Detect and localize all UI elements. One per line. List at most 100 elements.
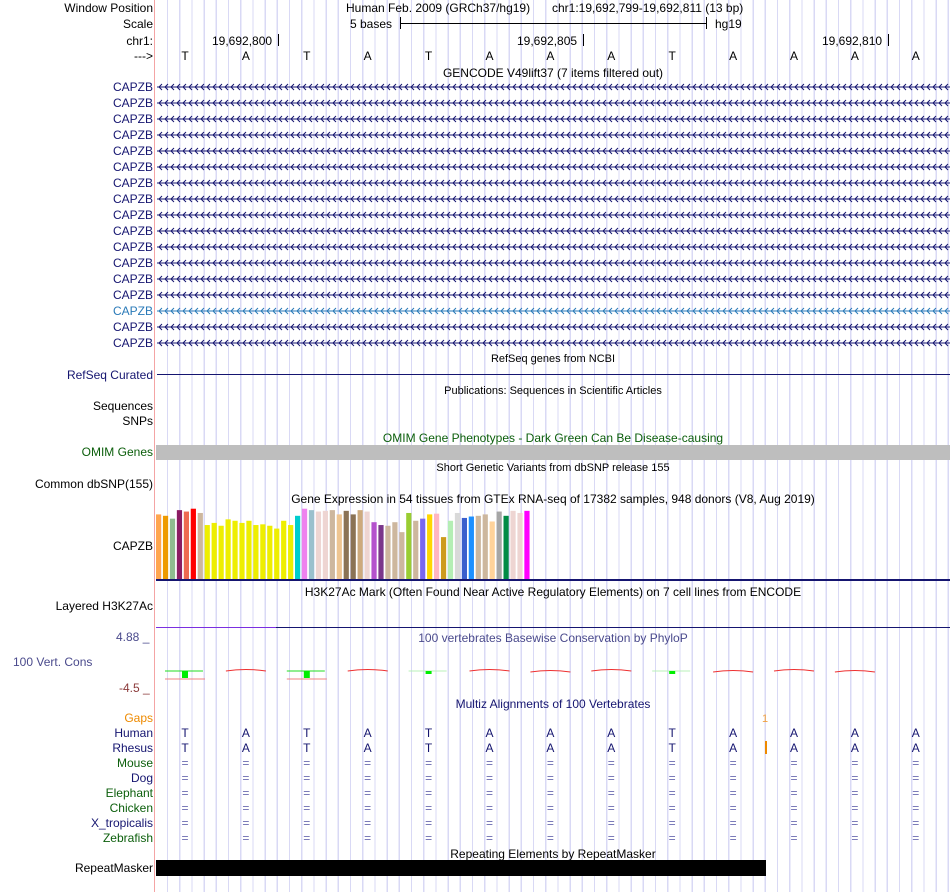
gencode-transcript[interactable] <box>156 162 950 172</box>
omim-title[interactable]: OMIM Gene Phenotypes - Dark Green Can Be… <box>382 431 724 445</box>
gaps-label[interactable]: Gaps <box>124 711 153 725</box>
phylop-max-label: 4.88 _ <box>116 630 150 644</box>
refseq-label[interactable]: RefSeq Curated <box>66 368 153 382</box>
gencode-title[interactable]: GENCODE V49lift37 (7 items filtered out) <box>442 66 664 80</box>
gencode-transcript[interactable] <box>156 338 950 348</box>
strand-label: ---> <box>134 49 153 63</box>
gencode-gene-label[interactable]: CAPZB <box>112 176 153 190</box>
gencode-transcript[interactable] <box>156 210 950 220</box>
species-label[interactable]: Mouse <box>116 756 153 770</box>
aligned-base: = <box>729 786 737 800</box>
aligned-base: A <box>363 726 372 740</box>
gencode-gene-label[interactable]: CAPZB <box>112 320 153 334</box>
gencode-transcript[interactable] <box>156 98 950 108</box>
aligned-base: = <box>607 816 615 830</box>
gencode-gene-label[interactable]: CAPZB <box>112 304 153 318</box>
aligned-base: = <box>546 771 554 785</box>
strand-arrows <box>157 99 950 107</box>
rhesus-gap-marker <box>765 741 767 754</box>
gencode-gene-label[interactable]: CAPZB <box>112 224 153 238</box>
species-label[interactable]: Elephant <box>105 786 153 800</box>
refseq-gene-line[interactable] <box>157 374 950 375</box>
base-letter: A <box>485 49 494 63</box>
aligned-base: = <box>181 801 189 815</box>
strand-arrows <box>157 115 950 123</box>
repeatmasker-label[interactable]: RepeatMasker <box>74 861 153 875</box>
gencode-transcript[interactable] <box>156 194 950 204</box>
aligned-base: = <box>485 786 493 800</box>
aligned-base: = <box>364 831 372 845</box>
aligned-base: = <box>364 756 372 770</box>
scale-label: Scale <box>122 17 153 31</box>
publications-label-snps[interactable]: SNPs <box>122 414 153 428</box>
aligned-base: A <box>546 726 555 740</box>
gencode-transcript[interactable] <box>156 82 950 92</box>
gencode-gene-label[interactable]: CAPZB <box>112 288 153 302</box>
gencode-gene-label[interactable]: CAPZB <box>112 336 153 350</box>
gencode-gene-label[interactable]: CAPZB <box>112 256 153 270</box>
omim-gene-bar[interactable] <box>156 445 950 460</box>
aligned-base: = <box>790 801 798 815</box>
gencode-transcript[interactable] <box>156 258 950 268</box>
gencode-gene-label[interactable]: CAPZB <box>112 112 153 126</box>
gencode-transcript[interactable] <box>156 274 950 284</box>
species-label[interactable]: Zebrafish <box>102 831 153 845</box>
publications-label-sequences[interactable]: Sequences <box>92 399 153 413</box>
gencode-gene-label[interactable]: CAPZB <box>112 144 153 158</box>
gencode-gene-label[interactable]: CAPZB <box>112 192 153 206</box>
strand-arrows <box>157 195 950 203</box>
gencode-transcript[interactable] <box>156 322 950 332</box>
gencode-transcript[interactable] <box>156 306 950 316</box>
phylop-min-label: -4.5 _ <box>119 681 150 695</box>
gencode-gene-label[interactable]: CAPZB <box>112 208 153 222</box>
species-label[interactable]: Rhesus <box>112 741 153 755</box>
gencode-transcript[interactable] <box>156 242 950 252</box>
aligned-base: = <box>425 771 433 785</box>
gtex-title[interactable]: Gene Expression in 54 tissues from GTEx … <box>291 492 815 506</box>
multiz-title[interactable]: Multiz Alignments of 100 Vertebrates <box>455 697 651 711</box>
dbsnp-title[interactable]: Short Genetic Variants from dbSNP releas… <box>436 462 670 474</box>
gencode-gene-label[interactable]: CAPZB <box>112 160 153 174</box>
gencode-gene-label[interactable]: CAPZB <box>112 128 153 142</box>
aligned-base: = <box>729 771 737 785</box>
aligned-base: = <box>242 786 250 800</box>
aligned-base: = <box>912 786 920 800</box>
gencode-transcript[interactable] <box>156 178 950 188</box>
base-letter: A <box>729 49 738 63</box>
aligned-base: = <box>546 816 554 830</box>
repeatmasker-title[interactable]: Repeating Elements by RepeatMasker <box>450 847 656 861</box>
aligned-base: A <box>850 726 859 740</box>
aligned-base: = <box>242 756 250 770</box>
dbsnp-label[interactable]: Common dbSNP(155) <box>34 477 153 491</box>
gencode-transcript[interactable] <box>156 146 950 156</box>
species-label[interactable]: Dog <box>130 771 153 785</box>
phylop-title[interactable]: 100 vertebrates Basewise Conservation by… <box>418 631 688 645</box>
species-label[interactable]: Chicken <box>109 801 153 815</box>
species-label[interactable]: X_tropicalis <box>90 816 153 830</box>
gencode-gene-label[interactable]: CAPZB <box>112 272 153 286</box>
aligned-base: A <box>363 741 372 755</box>
gencode-transcript[interactable] <box>156 290 950 300</box>
publications-title[interactable]: Publications: Sequences in Scientific Ar… <box>444 385 662 397</box>
aligned-base: = <box>485 816 493 830</box>
strand-arrows <box>157 83 950 91</box>
gtex-label[interactable]: CAPZB <box>112 539 153 553</box>
gencode-transcript[interactable] <box>156 226 950 236</box>
gencode-transcript[interactable] <box>156 114 950 124</box>
gencode-transcript[interactable] <box>156 130 950 140</box>
species-label[interactable]: Human <box>114 726 153 740</box>
repeatmasker-element-bar[interactable] <box>156 860 766 876</box>
strand-arrows <box>157 307 950 315</box>
h3k27ac-title[interactable]: H3K27Ac Mark (Often Found Near Active Re… <box>304 585 802 599</box>
gencode-gene-label[interactable]: CAPZB <box>112 80 153 94</box>
omim-label[interactable]: OMIM Genes <box>81 445 153 459</box>
aligned-base: = <box>181 771 189 785</box>
refseq-title[interactable]: RefSeq genes from NCBI <box>490 353 616 365</box>
h3k27ac-label[interactable]: Layered H3K27Ac <box>55 599 153 613</box>
gencode-gene-label[interactable]: CAPZB <box>112 240 153 254</box>
base-letter: A <box>241 49 250 63</box>
base-letter: A <box>850 49 859 63</box>
gencode-gene-label[interactable]: CAPZB <box>112 96 153 110</box>
phylop-label[interactable]: 100 Vert. Cons <box>13 655 93 669</box>
aligned-base: A <box>607 741 616 755</box>
